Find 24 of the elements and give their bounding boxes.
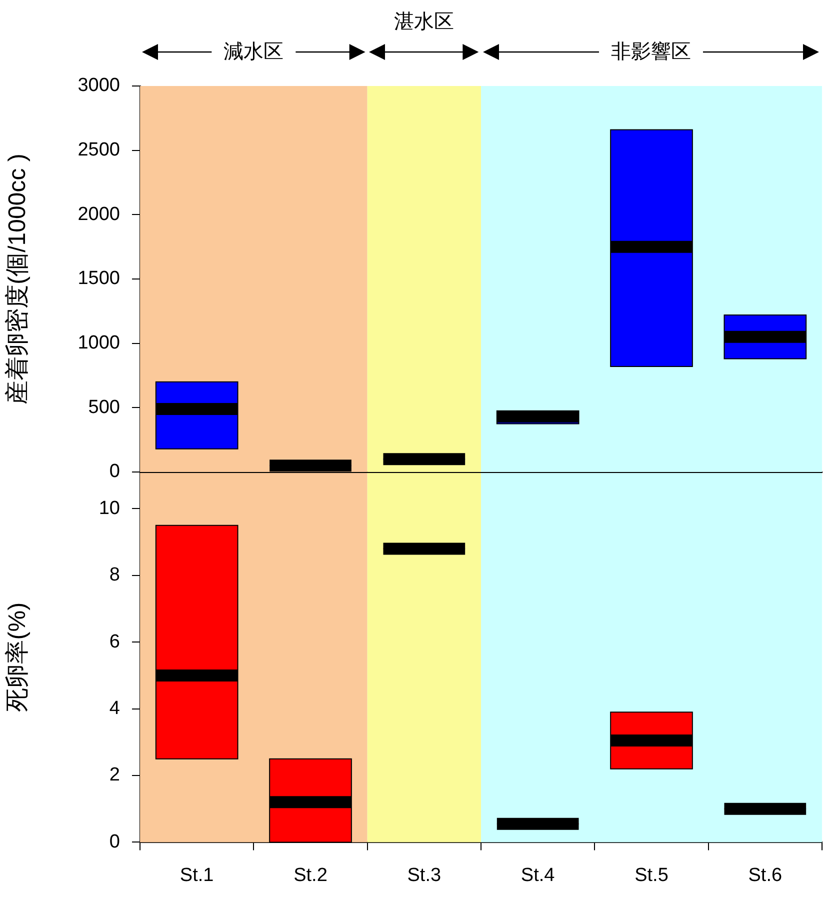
y-tick-label: 2000 — [78, 204, 120, 225]
y-tick-label: 4 — [109, 698, 120, 720]
x-tick-label: St.1 — [180, 864, 214, 886]
band-label: 非影響区 — [611, 40, 691, 64]
x-tick-label: St.2 — [294, 864, 328, 886]
y-tick-label: 1000 — [78, 332, 120, 354]
band-label: 減水区 — [224, 40, 284, 64]
y-tick-label: 6 — [109, 631, 120, 652]
y-tick-label: 1500 — [78, 268, 120, 290]
y-tick-label: 0 — [109, 831, 120, 852]
x-tick-label: St.3 — [407, 864, 442, 886]
y-axis-title: 産着卵密度(個/1000cc ) — [4, 154, 32, 404]
y-axis-title: 死卵率(%) — [4, 602, 32, 712]
x-tick-label: St.5 — [634, 864, 668, 886]
y-tick-label: 500 — [88, 396, 120, 418]
y-tick-label: 3000 — [78, 75, 120, 96]
y-tick-label: 2500 — [78, 140, 120, 161]
y-tick-label: 0 — [109, 461, 120, 482]
x-tick-label: St.4 — [520, 864, 556, 886]
y-tick-label: 2 — [109, 764, 120, 786]
y-tick-label: 10 — [98, 498, 120, 519]
band-label: 湛水区 — [394, 10, 454, 34]
y-tick-label: 8 — [109, 564, 120, 586]
x-tick-label: St.6 — [748, 864, 782, 886]
